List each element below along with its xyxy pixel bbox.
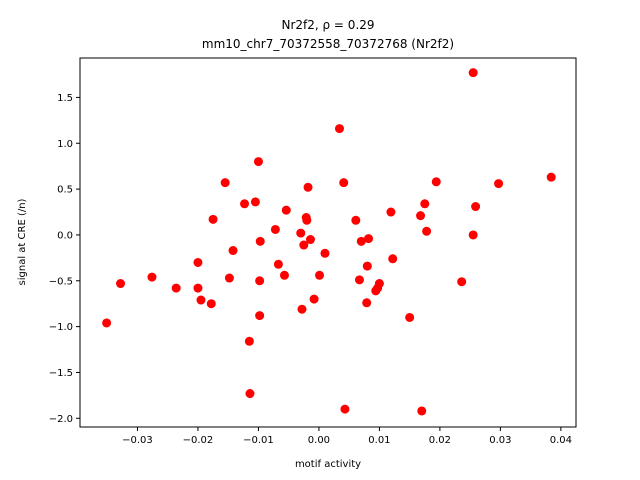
x-tick-label: −0.01 <box>243 435 274 446</box>
data-point-49 <box>416 211 426 221</box>
data-point-54 <box>457 277 467 287</box>
data-point-12 <box>240 199 250 209</box>
chart-title-line1: Nr2f2, ρ = 0.29 <box>281 18 374 32</box>
y-tick-label: −1.0 <box>49 322 73 333</box>
data-point-52 <box>422 226 432 236</box>
data-point-11 <box>228 246 238 256</box>
chart-title-line2: mm10_chr7_70372558_70372768 (Nr2f2) <box>202 37 454 51</box>
data-point-28 <box>302 215 312 225</box>
data-point-47 <box>388 254 398 264</box>
y-tick-label: 0.5 <box>57 185 73 196</box>
y-axis-ticks: −2.0 −1.5 −1.0 −0.5 0.0 0.5 1.0 1.5 <box>49 93 80 425</box>
x-tick-label: 0.01 <box>368 435 390 446</box>
data-point-0 <box>102 318 112 328</box>
x-tick-label: 0.03 <box>489 435 511 446</box>
data-point-53 <box>431 177 441 187</box>
data-point-37 <box>351 215 361 225</box>
data-point-19 <box>255 236 265 246</box>
data-point-38 <box>354 275 364 285</box>
y-tick-label: −0.5 <box>49 276 73 287</box>
data-point-32 <box>315 270 325 280</box>
data-point-1 <box>116 279 126 289</box>
data-point-40 <box>362 298 372 308</box>
data-point-56 <box>468 230 478 240</box>
data-point-23 <box>281 205 291 215</box>
data-point-31 <box>309 294 319 304</box>
data-point-26 <box>299 240 309 250</box>
x-tick-label: −0.03 <box>122 435 153 446</box>
data-point-51 <box>420 199 430 209</box>
y-tick-label: 0.0 <box>57 230 73 241</box>
x-axis-ticks: −0.03 −0.02 −0.01 0.00 0.01 0.02 0.03 0.04 <box>122 427 572 446</box>
y-axis-label: signal at CRE (/n) <box>17 198 28 285</box>
data-point-39 <box>356 236 366 246</box>
y-tick-label: −1.5 <box>49 368 73 379</box>
x-tick-label: 0.04 <box>550 435 572 446</box>
data-point-14 <box>245 389 255 399</box>
data-point-55 <box>468 68 478 78</box>
data-point-5 <box>193 257 203 267</box>
x-tick-label: 0.02 <box>429 435 451 446</box>
data-point-16 <box>253 157 263 167</box>
data-point-17 <box>255 276 265 286</box>
data-point-30 <box>305 235 315 245</box>
data-point-34 <box>334 124 344 134</box>
data-point-21 <box>273 259 283 269</box>
data-points <box>102 68 556 416</box>
data-point-4 <box>193 283 203 293</box>
data-point-59 <box>546 172 556 182</box>
data-point-13 <box>244 336 254 346</box>
data-point-50 <box>417 406 427 416</box>
data-point-48 <box>405 312 415 322</box>
data-point-3 <box>171 283 181 293</box>
data-point-15 <box>250 197 260 207</box>
y-tick-label: 1.0 <box>57 139 73 150</box>
data-point-6 <box>196 295 206 305</box>
data-point-22 <box>279 270 289 280</box>
data-point-35 <box>339 178 349 188</box>
data-point-8 <box>208 214 218 224</box>
data-point-42 <box>364 234 374 244</box>
x-tick-label: 0.00 <box>308 435 330 446</box>
data-point-45 <box>374 279 384 289</box>
data-point-7 <box>206 299 216 309</box>
data-point-25 <box>297 304 307 314</box>
data-point-9 <box>220 178 230 188</box>
data-point-58 <box>494 179 504 189</box>
data-point-46 <box>386 207 396 217</box>
data-point-29 <box>303 182 313 192</box>
x-tick-label: −0.02 <box>183 435 214 446</box>
data-point-57 <box>471 202 481 212</box>
plot-area-frame <box>79 57 577 428</box>
data-point-33 <box>320 248 330 258</box>
data-point-24 <box>296 228 306 238</box>
data-point-18 <box>255 311 265 321</box>
data-point-2 <box>147 272 157 282</box>
y-tick-label: 1.5 <box>57 93 73 104</box>
data-point-10 <box>224 273 234 283</box>
y-tick-label: −2.0 <box>49 414 73 425</box>
x-axis-label: motif activity <box>295 459 361 470</box>
data-point-20 <box>270 224 280 234</box>
data-point-41 <box>362 261 372 271</box>
data-point-36 <box>340 404 350 414</box>
